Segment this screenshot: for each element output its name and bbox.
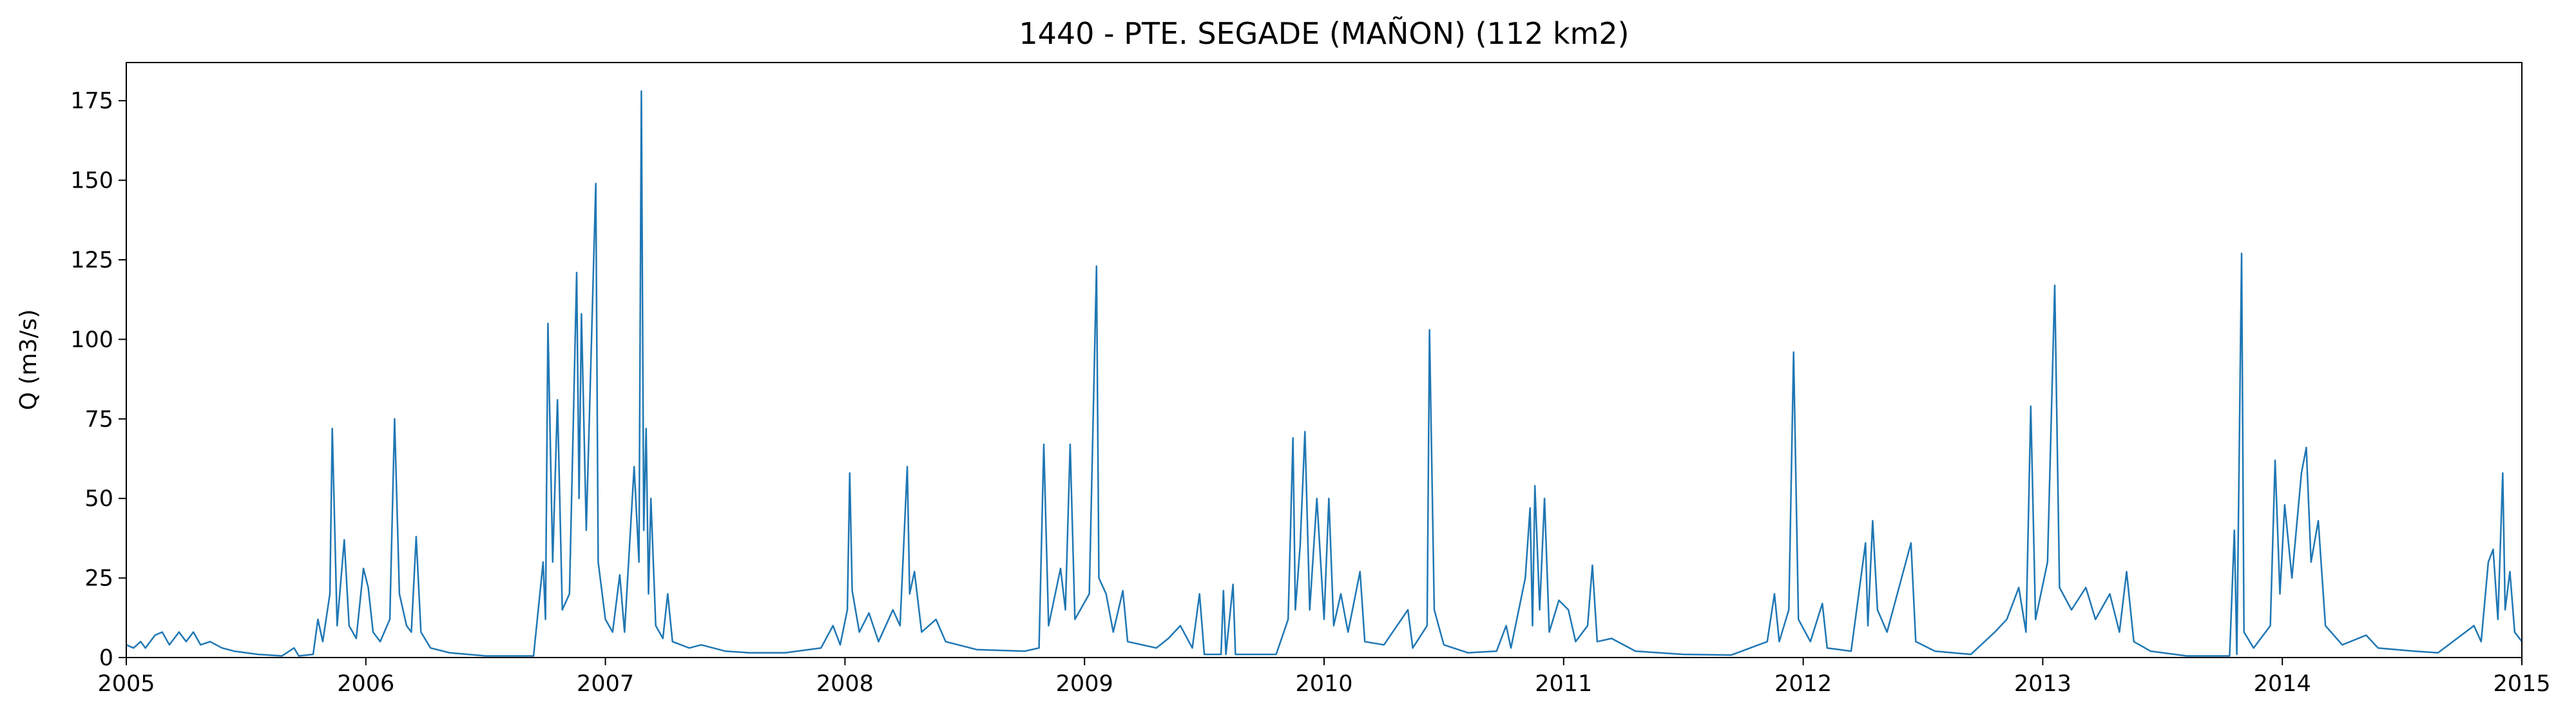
flow-line [126,90,2523,657]
x-tick-label: 2006 [337,671,394,697]
x-tick-label: 2007 [577,671,634,697]
y-tick-label: 150 [70,168,113,194]
y-tick-label: 50 [84,486,113,512]
plot-frame [126,62,2523,658]
x-tick-label: 2012 [1774,671,1832,697]
y-axis-label: Q (m3/s) [15,309,42,411]
y-tick-label: 0 [99,645,113,671]
y-tick-label: 100 [70,327,113,353]
chart-title: 1440 - PTE. SEGADE (MAÑON) (112 km2) [1019,16,1629,51]
x-tick-label: 2009 [1056,671,1113,697]
x-tick-label: 2008 [816,671,874,697]
x-tick-label: 2015 [2493,671,2550,697]
x-tick-label: 2010 [1295,671,1352,697]
x-tick-label: 2013 [2014,671,2071,697]
y-tick-label: 25 [84,566,113,592]
y-tick-label: 75 [84,407,113,433]
x-tick-label: 2014 [2254,671,2311,697]
x-tick-label: 2011 [1535,671,1592,697]
y-tick-label: 125 [70,248,113,273]
y-tick-label: 175 [70,88,113,114]
x-tick-label: 2005 [97,671,155,697]
